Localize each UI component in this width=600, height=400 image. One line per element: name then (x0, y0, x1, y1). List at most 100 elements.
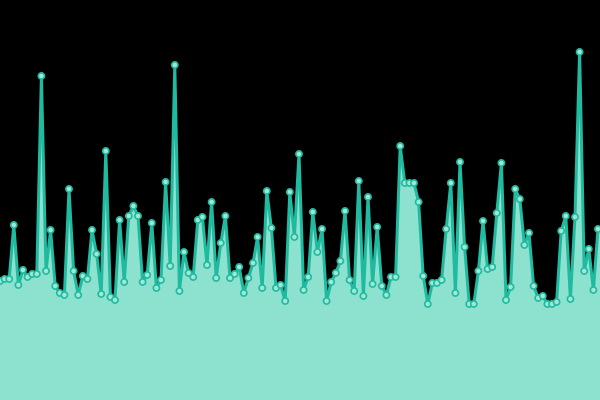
data-point-marker (147, 219, 156, 227)
data-point-marker (552, 298, 561, 306)
data-point-marker (5, 275, 14, 283)
data-point-marker (336, 257, 345, 265)
data-point-marker (469, 300, 478, 308)
data-point-marker (157, 276, 165, 284)
data-point-marker (446, 179, 455, 187)
data-point-marker (520, 241, 529, 249)
data-point-marker (529, 282, 538, 290)
data-point-marker (253, 233, 262, 241)
data-point-marker (276, 281, 285, 289)
data-point-marker (571, 213, 579, 221)
data-point-marker (51, 282, 60, 290)
data-point-marker (143, 271, 152, 279)
data-point-marker (479, 217, 487, 225)
data-point-marker (442, 225, 451, 233)
data-point-marker (170, 61, 179, 69)
data-point-marker (9, 221, 18, 229)
data-point-marker (295, 150, 303, 158)
data-point-marker (331, 269, 340, 277)
data-point-marker (32, 270, 41, 278)
data-point-marker (207, 198, 216, 206)
data-point-marker (492, 209, 501, 217)
data-point-marker (341, 207, 349, 215)
data-point-marker (308, 208, 317, 216)
data-point-marker (460, 243, 469, 251)
data-point-marker (212, 274, 221, 282)
data-point-marker (410, 179, 418, 187)
data-point-marker (474, 267, 483, 275)
data-point-marker (580, 267, 589, 275)
data-point-marker (198, 213, 207, 221)
data-point-marker (134, 212, 142, 220)
data-point-marker (451, 289, 460, 297)
data-point-marker (456, 158, 464, 166)
data-point-marker (327, 278, 336, 286)
data-point-marker (249, 259, 257, 267)
data-point-marker (262, 187, 271, 195)
data-point-marker (419, 272, 428, 280)
data-point-marker (359, 292, 368, 300)
data-point-marker (345, 276, 354, 284)
data-point-marker (124, 212, 133, 220)
data-point-marker (258, 284, 267, 292)
data-point-marker (83, 275, 92, 283)
data-point-marker (373, 223, 382, 231)
data-point-marker (115, 216, 124, 224)
data-point-marker (101, 147, 110, 155)
data-point-marker (42, 267, 50, 275)
data-point-marker (575, 48, 584, 56)
data-point-marker (92, 250, 101, 258)
data-point-marker (46, 226, 55, 234)
data-point-marker (584, 245, 593, 253)
data-point-marker (354, 177, 363, 185)
data-point-marker (281, 297, 290, 305)
data-point-marker (189, 273, 198, 281)
data-point-marker (566, 295, 575, 303)
data-point-marker (497, 159, 506, 167)
data-point-marker (561, 212, 570, 220)
data-point-marker (368, 280, 377, 288)
data-point-marker (267, 224, 276, 232)
data-point-marker (97, 290, 106, 298)
data-point-marker (511, 185, 520, 193)
data-point-marker (313, 248, 322, 256)
data-point-marker (437, 276, 446, 284)
data-point-marker (414, 198, 423, 206)
data-point-marker (74, 291, 83, 299)
data-point-marker (14, 281, 23, 289)
data-point-marker (285, 188, 294, 196)
data-point-marker (377, 282, 386, 290)
data-point-marker (391, 273, 400, 281)
data-point-marker (175, 287, 184, 295)
data-point-marker (69, 267, 78, 275)
data-point-marker (382, 291, 391, 299)
data-point-marker (221, 212, 230, 220)
data-point-marker (423, 300, 432, 308)
data-point-marker (111, 296, 119, 304)
data-point-marker (538, 292, 547, 300)
data-point-marker (515, 195, 524, 203)
data-point-marker (19, 266, 27, 274)
data-point-marker (502, 296, 510, 304)
data-point-marker (60, 291, 69, 299)
data-point-marker (290, 233, 299, 241)
data-point-marker (216, 239, 225, 247)
data-point-marker (180, 248, 188, 256)
data-point-marker (37, 72, 46, 80)
data-point-marker (350, 287, 359, 295)
data-point-marker (589, 286, 598, 294)
data-point-marker (364, 193, 372, 201)
data-point-marker (239, 289, 248, 297)
data-point-marker (138, 278, 147, 286)
data-point-marker (299, 286, 308, 294)
data-point-marker (65, 185, 73, 193)
data-point-marker (230, 270, 239, 278)
data-point-marker (594, 225, 600, 233)
data-point-marker (235, 263, 244, 271)
data-point-marker (120, 278, 129, 286)
data-point-marker (161, 178, 170, 186)
data-point-marker (129, 202, 138, 210)
data-point-marker (88, 226, 96, 234)
data-point-marker (322, 297, 331, 305)
